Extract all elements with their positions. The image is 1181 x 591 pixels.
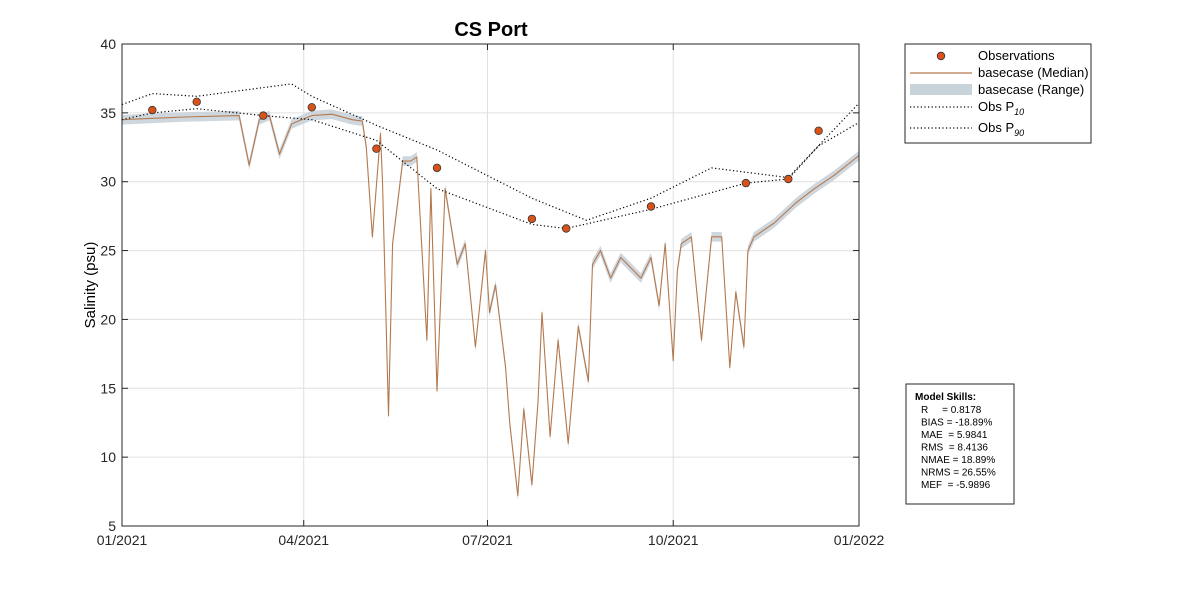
series-p90-line [121,83,860,221]
legend-p10-sub: 10 [1014,107,1024,117]
skill-r: R = 0.8178 [921,405,982,416]
legend-p10-label: Obs P [978,99,1014,114]
y-tick-label: 20 [100,311,116,327]
series-range-band [122,109,859,501]
y-tick-label: 40 [100,36,116,52]
legend-item-observations: Observations [978,48,1055,63]
x-tick-label: 07/2021 [462,532,513,548]
model-skills-title: Model Skills: [915,392,976,403]
y-tick-label: 15 [100,380,116,396]
observation-point [646,202,656,211]
x-tick-label: 10/2021 [648,532,699,548]
observation-point [259,111,268,120]
legend: Observations basecase (Median) basecase … [904,43,1092,144]
plot-area-frame [121,43,860,527]
observation-point [432,163,442,173]
observation-point [192,97,201,106]
y-tick-label: 30 [100,174,116,190]
legend-range-swatch [910,84,972,95]
axis-ticks: 5 10 15 20 25 30 35 40 01/2021 04/2021 07/2021 10/2… [97,36,885,548]
observation-point [372,144,381,153]
observation-point [814,126,823,135]
y-tick-label: 35 [100,105,116,121]
skill-mef: MEF = -5.9896 [921,480,991,491]
legend-item-p10: Obs P10 [978,99,1024,117]
model-skills-frame [905,383,1015,505]
y-tick-label: 25 [100,243,116,259]
plot-series [121,83,860,501]
x-tick-label: 01/2021 [97,532,148,548]
legend-item-median: basecase (Median) [978,65,1089,80]
y-axis-label: Salinity (psu) [82,242,99,329]
x-tick-label: 04/2021 [278,532,329,548]
skill-bias: BIAS = -18.89% [921,418,993,429]
series-p10-line [121,108,860,230]
legend-item-range: basecase (Range) [978,82,1084,97]
series-median-line [121,113,860,497]
legend-p90-label: Obs P [978,120,1014,135]
observation-point [562,224,571,233]
skill-mae: MAE = 5.9841 [921,430,988,441]
skill-rms: RMS = 8.4136 [921,443,988,454]
observation-point [148,105,157,115]
skill-nmae: NMAE = 18.89% [921,455,995,466]
observation-point [527,214,537,224]
x-tick-label: 01/2022 [834,532,885,548]
chart-title: CS Port [454,19,528,41]
observation-point [741,178,751,188]
observation-point [784,174,793,184]
observation-point [307,103,316,112]
legend-observations-marker [936,51,946,61]
legend-p90-sub: 90 [1014,128,1024,138]
y-tick-label: 10 [100,449,116,465]
y-tick-label: 5 [108,518,116,534]
skill-nrms: NRMS = 26.55% [921,468,996,479]
model-skills-box: Model Skills: R = 0.8178 BIAS = -18.89% … [905,383,1015,505]
legend-item-p90: Obs P90 [978,120,1024,138]
